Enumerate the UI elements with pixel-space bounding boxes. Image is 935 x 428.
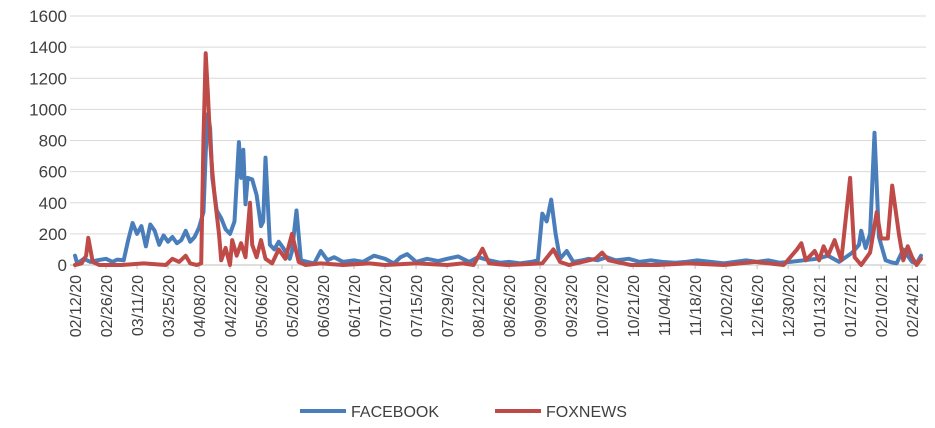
- x-tick-label: 11/18/20: [688, 275, 705, 336]
- x-tick-label: 06/17/20: [347, 275, 364, 337]
- x-axis: 02/12/20 02/26/20 03/11/20 03/25/20 04/08/20…: [68, 264, 926, 337]
- x-tick-label: 10/07/20: [595, 275, 612, 337]
- x-tick-label: 01/13/21: [812, 275, 829, 337]
- x-tick-label: 05/06/20: [254, 275, 271, 337]
- x-tick-label: 09/09/20: [533, 275, 550, 337]
- x-tick-label: 03/11/20: [130, 275, 147, 336]
- x-tick-label: 06/03/20: [316, 275, 333, 337]
- legend-label-foxnews: FOXNEWS: [546, 404, 627, 421]
- x-tick-label: 07/15/20: [409, 275, 426, 337]
- legend: FACEBOOK FOXNEWS: [300, 404, 627, 421]
- x-tick-label: 12/02/20: [719, 275, 736, 337]
- x-tick-label: 04/08/20: [192, 275, 209, 337]
- y-tick-label: 200: [39, 225, 67, 244]
- x-tick-label: 12/16/20: [750, 275, 767, 337]
- y-tick-label: 1000: [29, 100, 67, 119]
- y-tick-label: 0: [58, 256, 67, 275]
- series-group: [73, 51, 923, 267]
- y-axis: 0 200 400 600 800 1000 1200 1400 1600: [29, 7, 67, 275]
- series-line-foxnews: [73, 51, 923, 267]
- x-tick-label: 02/24/21: [905, 275, 922, 337]
- y-tick-label: 400: [39, 194, 67, 213]
- y-tick-label: 1600: [29, 7, 67, 26]
- y-tick-label: 1200: [29, 69, 67, 88]
- y-tick-label: 800: [39, 132, 67, 151]
- x-tick-label: 05/20/20: [285, 275, 302, 337]
- x-tick-label: 08/26/20: [502, 275, 519, 337]
- y-tick-label: 600: [39, 163, 67, 182]
- x-tick-label: 12/30/20: [781, 275, 798, 337]
- x-tick-label: 10/21/20: [626, 275, 643, 337]
- x-tick-label: 01/27/21: [843, 275, 860, 337]
- legend-label-facebook: FACEBOOK: [351, 404, 439, 421]
- x-tick-label: 03/25/20: [161, 275, 178, 337]
- y-tick-label: 1400: [29, 38, 67, 57]
- x-tick-label: 02/10/21: [874, 275, 891, 337]
- x-tick-label: 02/12/20: [68, 275, 85, 337]
- x-tick-label: 08/12/20: [471, 275, 488, 337]
- x-tick-label: 02/26/20: [99, 275, 116, 337]
- x-tick-label: 07/29/20: [440, 275, 457, 337]
- x-tick-label: 09/23/20: [564, 275, 581, 337]
- x-tick-label: 07/01/20: [378, 275, 395, 337]
- x-tick-label: 04/22/20: [223, 275, 240, 337]
- x-tick-label: 11/04/20: [657, 275, 674, 336]
